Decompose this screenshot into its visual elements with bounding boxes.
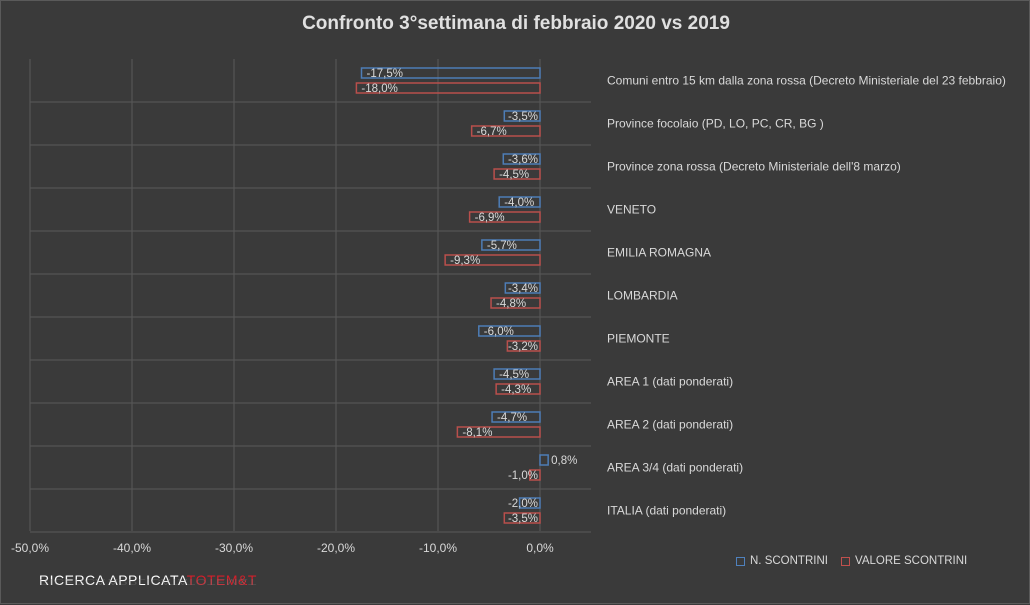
- data-label: -9,3%: [450, 255, 480, 267]
- category-label: AREA 3/4 (dati ponderati): [607, 461, 743, 475]
- legend-swatch-blue: [736, 556, 745, 566]
- bar-valore-scontrini: [468, 211, 541, 223]
- bar-n-scontrini: [360, 67, 541, 79]
- bar-n-scontrini: [503, 110, 541, 122]
- bar-valore-scontrini: [495, 383, 541, 395]
- bar-valore-scontrini: [506, 340, 541, 352]
- data-label: -18,0%: [361, 83, 397, 95]
- legend-item-n-scontrini: N. SCONTRINI: [736, 555, 828, 567]
- data-label: -17,5%: [367, 68, 403, 80]
- data-label: -2,0%: [508, 498, 538, 510]
- category-label: Province zona rossa (Decreto Ministerial…: [607, 160, 901, 174]
- data-label: -6,7%: [477, 126, 507, 138]
- bar-n-scontrini: [502, 153, 541, 165]
- bar-valore-scontrini: [470, 125, 541, 137]
- bar-valore-scontrini: [503, 512, 541, 524]
- legend-label-valore-scontrini: VALORE SCONTRINI: [855, 555, 968, 567]
- chart-title: Confronto 3°settimana di febbraio 2020 v…: [302, 13, 730, 34]
- data-label: -8,1%: [462, 427, 492, 439]
- x-tick-label: 0,0%: [526, 541, 554, 555]
- category-label: PIEMONTE: [607, 332, 670, 346]
- category-label: Comuni entro 15 km dalla zona rossa (Dec…: [607, 74, 1006, 88]
- data-label: -4,7%: [497, 412, 527, 424]
- data-label: -5,7%: [487, 240, 517, 252]
- data-label: -4,0%: [504, 197, 534, 209]
- category-label: AREA 2 (dati ponderati): [607, 418, 733, 432]
- category-label: LOMBARDIA: [607, 289, 678, 303]
- data-label: -3,6%: [508, 154, 538, 166]
- bar-n-scontrini: [493, 368, 541, 380]
- watermark-reflection: RICERCA APPLICATATOTEM&T: [39, 577, 257, 587]
- legend-item-valore-scontrini: VALORE SCONTRINI: [841, 555, 967, 567]
- x-tick-label: -20,0%: [317, 541, 355, 555]
- x-tick-label: -30,0%: [215, 541, 253, 555]
- category-label: Province focolaio (PD, LO, PC, CR, BG ): [607, 117, 824, 131]
- bar-valore-scontrini: [456, 426, 541, 438]
- data-label: -4,3%: [501, 384, 531, 396]
- bar-n-scontrini: [498, 196, 541, 208]
- data-label: -4,5%: [499, 169, 529, 181]
- data-label: -1,0%: [508, 470, 538, 482]
- bar-valore-scontrini: [444, 254, 541, 266]
- bar-n-scontrini: [478, 325, 541, 337]
- data-label: -3,5%: [508, 111, 538, 123]
- category-label: ITALIA (dati ponderati): [607, 504, 726, 518]
- data-label: 0,8%: [551, 455, 577, 467]
- data-label: -3,4%: [508, 283, 538, 295]
- bar-n-scontrini: [481, 239, 541, 251]
- x-tick-label: -40,0%: [113, 541, 151, 555]
- data-label: -4,5%: [499, 369, 529, 381]
- bar-valore-scontrini: [490, 297, 541, 309]
- bar-n-scontrini: [504, 282, 541, 294]
- category-label: AREA 1 (dati ponderati): [607, 375, 733, 389]
- bar-valore-scontrini: [355, 82, 541, 94]
- legend-label-n-scontrini: N. SCONTRINI: [750, 555, 828, 567]
- data-label: -4,8%: [496, 298, 526, 310]
- bar-n-scontrini: [518, 497, 541, 509]
- x-tick-label: -50,0%: [11, 541, 49, 555]
- bar-valore-scontrini: [493, 168, 541, 180]
- bar-valore-scontrini: [529, 469, 541, 481]
- data-label: -6,0%: [484, 326, 514, 338]
- x-tick-label: -10,0%: [419, 541, 457, 555]
- bar-n-scontrini: [491, 411, 541, 423]
- data-label: -3,5%: [508, 513, 538, 525]
- bar-n-scontrini: [539, 454, 549, 466]
- category-label: VENETO: [607, 203, 656, 217]
- data-label: -6,9%: [475, 212, 505, 224]
- category-label: EMILIA ROMAGNA: [607, 246, 711, 260]
- data-label: -3,2%: [508, 341, 538, 353]
- legend-swatch-red: [841, 556, 850, 566]
- watermark-logo: RICERCA APPLICATATOTEM&T: [39, 572, 257, 588]
